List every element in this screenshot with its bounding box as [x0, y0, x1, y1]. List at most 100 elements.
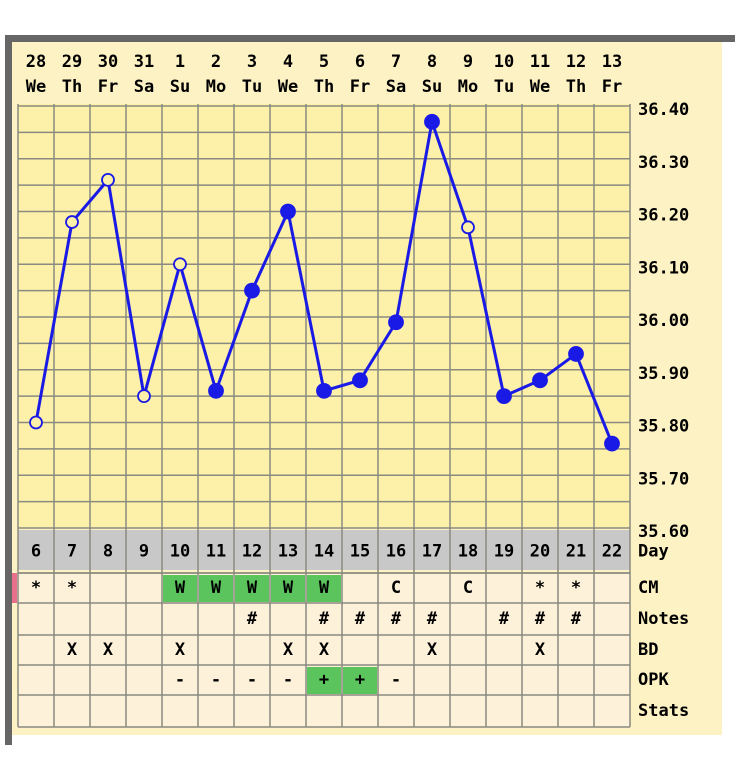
y-tick-label: 36.20 — [638, 206, 689, 226]
cell: 6 — [31, 542, 41, 562]
weekday-label: Th — [314, 77, 334, 97]
cell: 10 — [170, 542, 190, 562]
cell: 12 — [242, 542, 262, 562]
y-tick-label: 36.10 — [638, 258, 689, 278]
cell: 13 — [278, 542, 298, 562]
weekday-label: Fr — [98, 77, 118, 97]
cell-highlight — [199, 575, 233, 602]
cell: W — [211, 578, 222, 598]
date-label: 7 — [391, 52, 401, 72]
cell: X — [427, 640, 438, 660]
cell: 16 — [386, 542, 406, 562]
cell: 22 — [602, 542, 622, 562]
weekday-label: We — [26, 77, 46, 97]
date-label: 3 — [247, 52, 257, 72]
temperature-point — [173, 257, 187, 272]
weekday-label: Th — [62, 77, 82, 97]
temperature-point — [280, 203, 296, 220]
date-label: 29 — [62, 52, 82, 72]
day-row-bg — [18, 530, 630, 570]
row-label: Notes — [638, 609, 689, 629]
date-label: 30 — [98, 52, 118, 72]
row-label: BD — [638, 640, 658, 660]
weekday-label: Mo — [206, 77, 226, 97]
date-label: 2 — [211, 52, 221, 72]
temperature-point — [29, 415, 43, 430]
cell: W — [175, 578, 186, 598]
cell: + — [319, 670, 329, 690]
cell: * — [31, 578, 41, 598]
temperature-point — [65, 215, 79, 229]
cell: # — [427, 609, 438, 629]
y-tick-label: 36.30 — [638, 153, 689, 173]
weekday-label: Su — [170, 77, 190, 97]
y-tick-label: 35.80 — [638, 417, 689, 437]
cell: # — [319, 609, 330, 629]
date-label: 9 — [463, 52, 473, 72]
cell: - — [247, 670, 257, 690]
cell: # — [391, 609, 402, 629]
cell: - — [283, 670, 293, 690]
cell: 21 — [566, 542, 586, 562]
cell: C — [463, 578, 473, 598]
row-label: Day — [638, 542, 669, 562]
frame-left — [5, 35, 12, 745]
weekday-label: Fr — [350, 77, 370, 97]
date-label: 4 — [283, 52, 293, 72]
date-label: 5 — [319, 52, 329, 72]
weekday-label: Tu — [494, 77, 514, 97]
cell: # — [535, 609, 546, 629]
date-label: 31 — [134, 52, 154, 72]
temperature-point — [604, 435, 620, 452]
date-label: 11 — [530, 52, 550, 72]
row-label: OPK — [638, 670, 669, 690]
cell: # — [247, 609, 258, 629]
cell: 14 — [314, 542, 334, 562]
cell: X — [319, 640, 330, 660]
date-label: 10 — [494, 52, 514, 72]
temperature-point — [424, 113, 440, 130]
cell: * — [571, 578, 581, 598]
cell: * — [535, 578, 545, 598]
date-label: 1 — [175, 52, 185, 72]
temperature-point — [532, 372, 548, 389]
cell: - — [175, 670, 185, 690]
temperature-point — [316, 382, 332, 399]
temperature-point — [208, 382, 224, 399]
cell: 9 — [139, 542, 149, 562]
cell-highlight — [163, 575, 197, 602]
cell: - — [391, 670, 401, 690]
row-label: CM — [638, 578, 658, 598]
weekday-label: Mo — [458, 77, 478, 97]
cell: X — [283, 640, 294, 660]
cell-highlight — [307, 667, 341, 694]
temperature-point — [461, 220, 475, 235]
cell: 17 — [422, 542, 442, 562]
cell-highlight — [343, 667, 377, 694]
cell: 18 — [458, 542, 478, 562]
cell: X — [103, 640, 114, 660]
weekday-label: Th — [566, 77, 586, 97]
weekday-label: Tu — [242, 77, 262, 97]
cell: 15 — [350, 542, 370, 562]
temperature-point — [388, 314, 404, 331]
temperature-point — [101, 172, 115, 187]
date-label: 13 — [602, 52, 622, 72]
weekday-label: Sa — [386, 77, 406, 97]
cell: 11 — [206, 542, 226, 562]
cell: 7 — [67, 542, 77, 562]
frame-top — [5, 35, 735, 42]
cell: - — [211, 670, 221, 690]
temperature-point — [496, 388, 512, 405]
cell: # — [571, 609, 582, 629]
cell: 19 — [494, 542, 514, 562]
cell: # — [355, 609, 366, 629]
cell-highlight — [307, 575, 341, 602]
y-tick-label: 35.60 — [638, 522, 689, 542]
date-label: 28 — [26, 52, 46, 72]
weekday-label: We — [278, 77, 298, 97]
cell: X — [67, 640, 78, 660]
date-label: 6 — [355, 52, 365, 72]
cell: X — [175, 640, 186, 660]
